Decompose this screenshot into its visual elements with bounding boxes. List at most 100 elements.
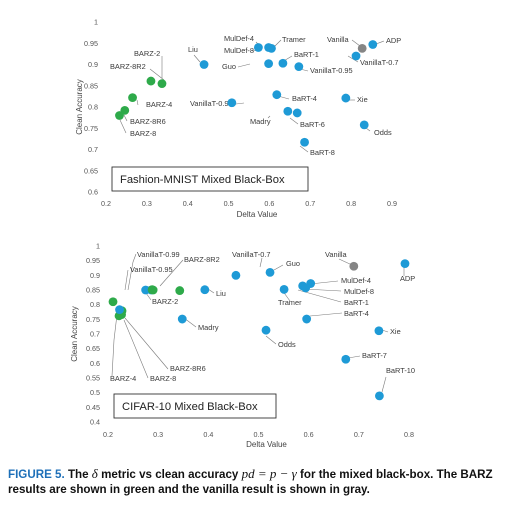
x-tick-label: 0.3 xyxy=(153,430,163,439)
x-tick-label: 0.7 xyxy=(305,199,315,208)
data-point xyxy=(374,326,384,336)
y-tick-label: 0.75 xyxy=(84,124,98,133)
y-tick-label: 0.65 xyxy=(86,344,100,353)
point-label: Liu xyxy=(216,289,226,298)
leader-line xyxy=(347,355,361,359)
point-label: BaRT-8 xyxy=(310,148,335,157)
y-axis-label: Clean Accuracy xyxy=(75,79,84,135)
data-point xyxy=(265,268,275,277)
x-tick-label: 0.4 xyxy=(183,199,193,208)
data-point xyxy=(199,60,209,69)
data-point xyxy=(261,325,271,335)
y-tick-label: 1 xyxy=(94,18,98,27)
x-tick-label: 0.5 xyxy=(254,430,264,439)
y-tick-label: 0.8 xyxy=(90,300,100,309)
data-point xyxy=(368,40,378,49)
point-label: VanillaT-0.95 xyxy=(130,265,173,274)
x-tick-label: 0.6 xyxy=(264,199,274,208)
point-label: Tramer xyxy=(282,35,306,44)
point-label: Guo xyxy=(222,62,236,71)
data-point xyxy=(128,93,137,103)
caption-formula: pd = p − γ xyxy=(241,466,297,481)
data-point xyxy=(115,305,124,315)
y-tick-label: 0.7 xyxy=(90,330,100,339)
y-tick-label: 0.85 xyxy=(84,81,98,90)
x-tick-label: 0.2 xyxy=(101,199,111,208)
leader-line xyxy=(265,335,277,345)
data-point xyxy=(177,314,187,324)
point-label: BARZ-2 xyxy=(134,49,160,58)
point-label: ADP xyxy=(386,36,401,45)
x-tick-label: 0.6 xyxy=(304,430,314,439)
point-label: VanillaT-0.7 xyxy=(360,58,398,67)
data-point xyxy=(283,106,293,116)
data-point xyxy=(302,314,312,324)
point-label: ADP xyxy=(400,274,415,283)
leader-line xyxy=(273,264,284,271)
data-point xyxy=(294,62,304,72)
data-point xyxy=(341,354,351,364)
x-tick-label: 0.8 xyxy=(404,430,414,439)
point-label: BaRT-10 xyxy=(386,366,415,375)
leader-line xyxy=(267,115,271,119)
y-tick-label: 0.4 xyxy=(90,418,100,427)
y-tick-label: 0.45 xyxy=(86,403,100,412)
point-label: Xie xyxy=(390,327,401,336)
data-point xyxy=(400,259,410,268)
data-point xyxy=(227,98,237,108)
y-tick-label: 0.6 xyxy=(90,359,100,368)
figure-caption: FIGURE 5. The δ metric vs clean accuracy… xyxy=(8,466,506,497)
point-label: Madry xyxy=(198,323,219,332)
leader-line xyxy=(237,63,251,68)
leader-line xyxy=(351,39,361,47)
point-label: Vanilla xyxy=(327,35,350,44)
data-point xyxy=(298,281,308,291)
point-label: BARZ-4 xyxy=(146,100,172,109)
x-tick-label: 0.4 xyxy=(203,430,213,439)
point-label: VanillaT-0.95 xyxy=(310,66,353,75)
data-point xyxy=(108,297,118,307)
point-label: Guo xyxy=(286,259,300,268)
x-tick-label: 0.2 xyxy=(103,430,113,439)
leader-line xyxy=(299,145,309,153)
data-point xyxy=(357,43,367,53)
scatter-panel-1: 0.6 0.65 0.7 0.75 0.8 0.85 0.9 0.95 1 0.2 0.3 0.4 0.… xyxy=(75,18,401,220)
leader-line xyxy=(123,114,128,122)
figure-label: FIGURE 5. xyxy=(8,468,65,481)
point-label: MulDef-8 xyxy=(344,287,374,296)
leader-line xyxy=(193,54,201,63)
data-point xyxy=(146,76,156,86)
data-point xyxy=(292,108,302,118)
leader-line xyxy=(235,102,245,105)
point-label: Xie xyxy=(357,95,368,104)
data-point xyxy=(115,111,124,120)
x-tick-label: 0.5 xyxy=(224,199,234,208)
point-label: BaRT-4 xyxy=(344,309,369,318)
x-axis-label: Delta Value xyxy=(246,440,287,449)
y-tick-label: 0.5 xyxy=(90,388,100,397)
leader-line xyxy=(381,376,387,393)
data-point xyxy=(267,43,276,53)
data-point xyxy=(279,285,289,294)
data-point xyxy=(148,285,158,295)
point-label: BARZ-8R6 xyxy=(130,117,166,126)
leader-line xyxy=(136,99,139,106)
data-point xyxy=(349,261,359,271)
x-tick-label: 0.3 xyxy=(142,199,152,208)
x-tick-label: 0.8 xyxy=(346,199,356,208)
x-axis-label: Delta Value xyxy=(237,210,278,219)
y-tick-label: 0.65 xyxy=(84,166,98,175)
chart-title-box xyxy=(111,166,309,192)
point-label: MulDef-8 xyxy=(224,46,254,55)
y-axis-label: Clean Accuracy xyxy=(70,306,79,362)
delta-symbol: δ xyxy=(91,466,98,481)
leader-line xyxy=(123,319,149,379)
chart-title: CIFAR-10 Mixed Black-Box xyxy=(122,401,258,413)
data-point xyxy=(375,391,384,401)
point-label: BaRT-7 xyxy=(362,351,387,360)
point-label: Liu xyxy=(188,45,198,54)
data-point xyxy=(300,137,309,147)
y-tick-label: 0.95 xyxy=(86,256,100,265)
data-point xyxy=(278,58,288,68)
